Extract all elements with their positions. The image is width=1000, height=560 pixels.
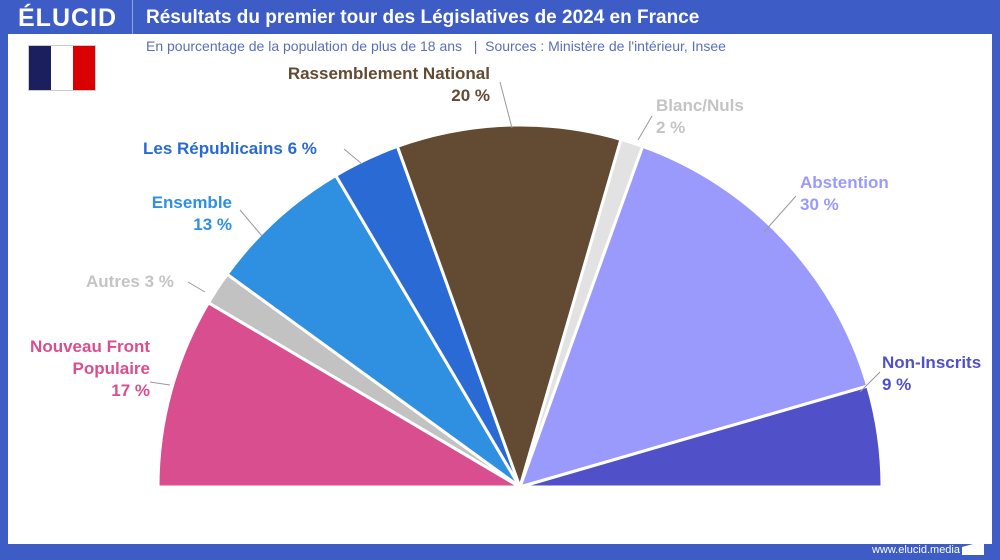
leader-line [343, 148, 363, 165]
slice-label-name: Abstention [800, 173, 889, 192]
slice-label: Abstention 30 % [800, 172, 910, 216]
footer-url[interactable]: www.elucid.media [871, 544, 960, 556]
slice-label-value: 30 % [800, 195, 839, 214]
chart-subtitle: En pourcentage de la population de plus … [146, 38, 726, 54]
slice-label-name: Non-Inscrits [882, 353, 982, 372]
leader-line [763, 195, 797, 233]
leader-line [239, 209, 263, 237]
header-divider [132, 0, 133, 36]
slice-label-name: Nouveau Front Populaire [30, 337, 150, 378]
slice-label: Nouveau Front Populaire 17 % [10, 336, 150, 402]
leader-line [637, 115, 653, 141]
elucid-logo: ÉLUCID [18, 4, 118, 32]
slice-label-name: Rassemblement National [287, 64, 490, 83]
pie-slice-rassemblement-national [395, 123, 623, 492]
slice-label: Ensemble 13 % [120, 192, 232, 236]
slice-label-value: 3 % [144, 272, 174, 291]
header: ÉLUCID Résultats du premier tour des Lég… [0, 0, 1000, 36]
slice-label: Non-Inscrits 9 % [882, 352, 997, 396]
slice-label: Les Républicains 6 % [143, 138, 343, 160]
slice-label-name: Blanc/Nuls [656, 96, 744, 115]
elucid-mark-icon [962, 541, 984, 555]
slice-label-value: 9 % [882, 375, 912, 394]
slice-label-name: Ensemble [151, 193, 232, 212]
leader-line [499, 81, 513, 129]
leader-line [859, 371, 881, 393]
leader-line [187, 281, 206, 293]
slice-label-value: 20 % [451, 86, 490, 105]
slice-label-name: Autres [86, 272, 140, 291]
slice-label-value: 13 % [193, 215, 232, 234]
pie-slice-ensemble [225, 173, 522, 489]
slice-label-value: 17 % [111, 381, 150, 400]
chart-title: Résultats du premier tour des Législativ… [146, 7, 700, 28]
pie-slice-nouveau-front-populaire [156, 300, 526, 489]
slice-label-value: 6 % [287, 139, 317, 158]
slice-label: Autres 3 % [86, 271, 186, 293]
pie-slice-non-inscrits [519, 384, 884, 489]
slice-label-value: 2 % [656, 118, 686, 137]
leader-line [149, 381, 171, 386]
slice-label-name: Les Républicains [143, 139, 283, 158]
france-flag-icon [28, 45, 96, 91]
slice-label: Blanc/Nuls 2 % [656, 95, 766, 139]
pie-slice-abstention [517, 144, 870, 490]
slice-label: Rassemblement National 20 % [252, 63, 490, 107]
